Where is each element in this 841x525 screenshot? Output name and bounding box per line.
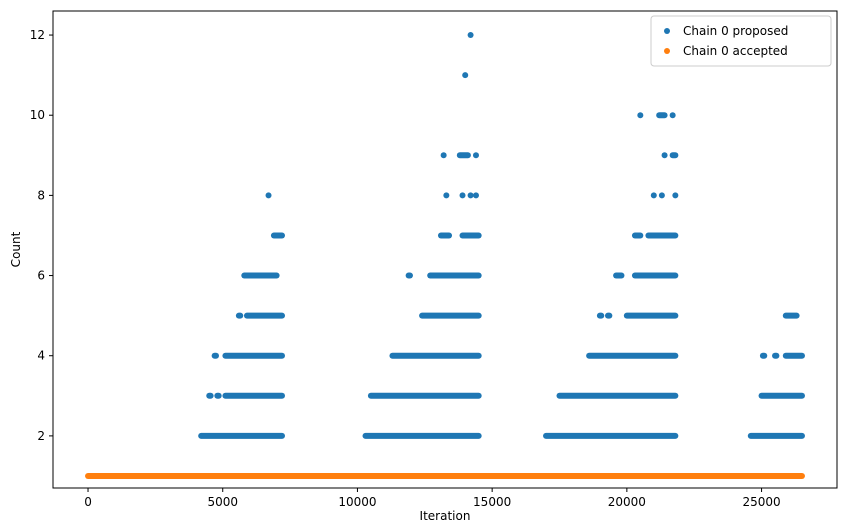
data-point	[472, 152, 479, 159]
data-point	[467, 32, 474, 39]
legend-box	[650, 15, 832, 67]
y-tick-label: 2	[37, 429, 45, 443]
data-point	[669, 112, 676, 119]
y-tick-label: 4	[37, 349, 45, 363]
legend-marker	[664, 48, 670, 54]
axes: 0 5000 10000 15000 20000 25000 2 4 6 8 10 12 Iterati…	[9, 10, 838, 523]
data-point	[440, 152, 447, 159]
axes-frame	[52, 10, 838, 489]
x-tick-label: 0	[84, 495, 92, 509]
x-tick-label: 25000	[742, 495, 780, 509]
y-tick-label: 10	[30, 108, 45, 122]
y-axis-label: Count	[9, 231, 23, 267]
data-point	[443, 192, 450, 199]
legend-label: Chain 0 accepted	[683, 44, 788, 58]
y-tick-label: 8	[37, 188, 45, 202]
legend: Chain 0 proposed Chain 0 accepted	[650, 15, 832, 67]
data-point	[467, 192, 474, 199]
x-tick-label: 20000	[608, 495, 646, 509]
data-point	[459, 192, 466, 199]
x-tick-label: 5000	[207, 495, 238, 509]
x-axis-label: Iteration	[420, 509, 471, 523]
data-point	[658, 192, 665, 199]
legend-marker	[664, 28, 670, 34]
data-point	[462, 72, 469, 79]
plot-area	[85, 32, 805, 479]
data-point	[265, 192, 272, 199]
data-point	[661, 152, 668, 159]
x-tick-label: 15000	[473, 495, 511, 509]
data-point	[672, 192, 679, 199]
data-point	[650, 192, 657, 199]
legend-label: Chain 0 proposed	[683, 24, 788, 38]
y-tick-label: 6	[37, 269, 45, 283]
x-tick-label: 10000	[338, 495, 376, 509]
y-tick-label: 12	[30, 28, 45, 42]
data-point	[472, 192, 479, 199]
data-point	[637, 112, 644, 119]
